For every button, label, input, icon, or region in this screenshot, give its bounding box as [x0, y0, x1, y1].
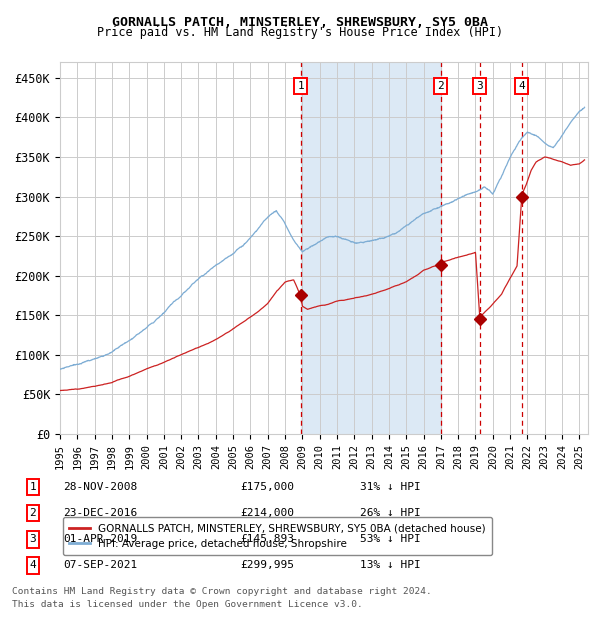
Text: 2: 2	[29, 508, 37, 518]
Text: 2: 2	[437, 81, 444, 91]
Legend: GORNALLS PATCH, MINSTERLEY, SHREWSBURY, SY5 0BA (detached house), HPI: Average p: GORNALLS PATCH, MINSTERLEY, SHREWSBURY, …	[62, 517, 492, 555]
Text: £145,893: £145,893	[240, 534, 294, 544]
Text: 4: 4	[518, 81, 525, 91]
Text: £214,000: £214,000	[240, 508, 294, 518]
Text: £175,000: £175,000	[240, 482, 294, 492]
Text: This data is licensed under the Open Government Licence v3.0.: This data is licensed under the Open Gov…	[12, 600, 363, 609]
Bar	[301, 62, 440, 434]
Text: 31% ↓ HPI: 31% ↓ HPI	[360, 482, 421, 492]
Text: GORNALLS PATCH, MINSTERLEY, SHREWSBURY, SY5 0BA: GORNALLS PATCH, MINSTERLEY, SHREWSBURY, …	[112, 16, 488, 29]
Text: £299,995: £299,995	[240, 560, 294, 570]
Text: 23-DEC-2016: 23-DEC-2016	[63, 508, 137, 518]
Text: 13% ↓ HPI: 13% ↓ HPI	[360, 560, 421, 570]
Text: Price paid vs. HM Land Registry's House Price Index (HPI): Price paid vs. HM Land Registry's House …	[97, 26, 503, 39]
Text: Contains HM Land Registry data © Crown copyright and database right 2024.: Contains HM Land Registry data © Crown c…	[12, 587, 432, 596]
Text: 07-SEP-2021: 07-SEP-2021	[63, 560, 137, 570]
Text: 01-APR-2019: 01-APR-2019	[63, 534, 137, 544]
Text: 26% ↓ HPI: 26% ↓ HPI	[360, 508, 421, 518]
Text: 1: 1	[298, 81, 304, 91]
Text: 3: 3	[476, 81, 483, 91]
Text: 53% ↓ HPI: 53% ↓ HPI	[360, 534, 421, 544]
Text: 28-NOV-2008: 28-NOV-2008	[63, 482, 137, 492]
Text: 3: 3	[29, 534, 37, 544]
Text: 1: 1	[29, 482, 37, 492]
Text: 4: 4	[29, 560, 37, 570]
